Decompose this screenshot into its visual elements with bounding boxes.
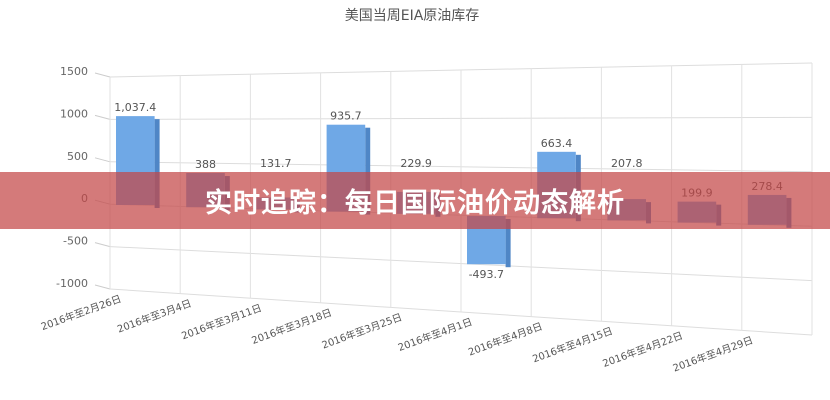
x-tick-label: 2016年至4月8日 — [466, 320, 544, 359]
grid-tick — [94, 284, 111, 290]
grid-tick — [94, 242, 111, 248]
headline-banner: 实时追踪：每日国际油价动态解析 — [0, 172, 830, 229]
data-label: 663.4 — [541, 137, 573, 150]
x-tick-label: 2016年至2月26日 — [39, 292, 123, 333]
bar-side — [505, 218, 511, 268]
headline-text: 实时追踪：每日国际油价动态解析 — [205, 188, 625, 219]
x-tick-label: 2016年至4月1日 — [396, 315, 474, 354]
grid-tick — [94, 72, 111, 78]
x-tick-label: 2016年至3月4日 — [115, 297, 193, 336]
grid-tick — [94, 114, 111, 120]
y-tick-label: 500 — [67, 150, 88, 163]
y-tick-label: -1000 — [56, 277, 88, 290]
data-label: 207.8 — [611, 157, 643, 170]
bar-side — [154, 119, 160, 208]
y-tick-label: 1500 — [60, 65, 88, 78]
data-label: 1,037.4 — [114, 101, 156, 114]
data-label: 935.7 — [330, 110, 362, 123]
data-label: 388 — [195, 158, 216, 171]
data-label: 131.7 — [260, 157, 292, 170]
bar-side — [365, 127, 371, 215]
data-label: 229.9 — [400, 157, 432, 170]
grid-tick — [94, 157, 111, 163]
chart-title: 美国当周EIA原油库存 — [345, 8, 480, 24]
data-label: -493.7 — [469, 268, 504, 281]
y-tick-label: 1000 — [60, 107, 88, 120]
y-tick-label: -500 — [63, 235, 88, 248]
